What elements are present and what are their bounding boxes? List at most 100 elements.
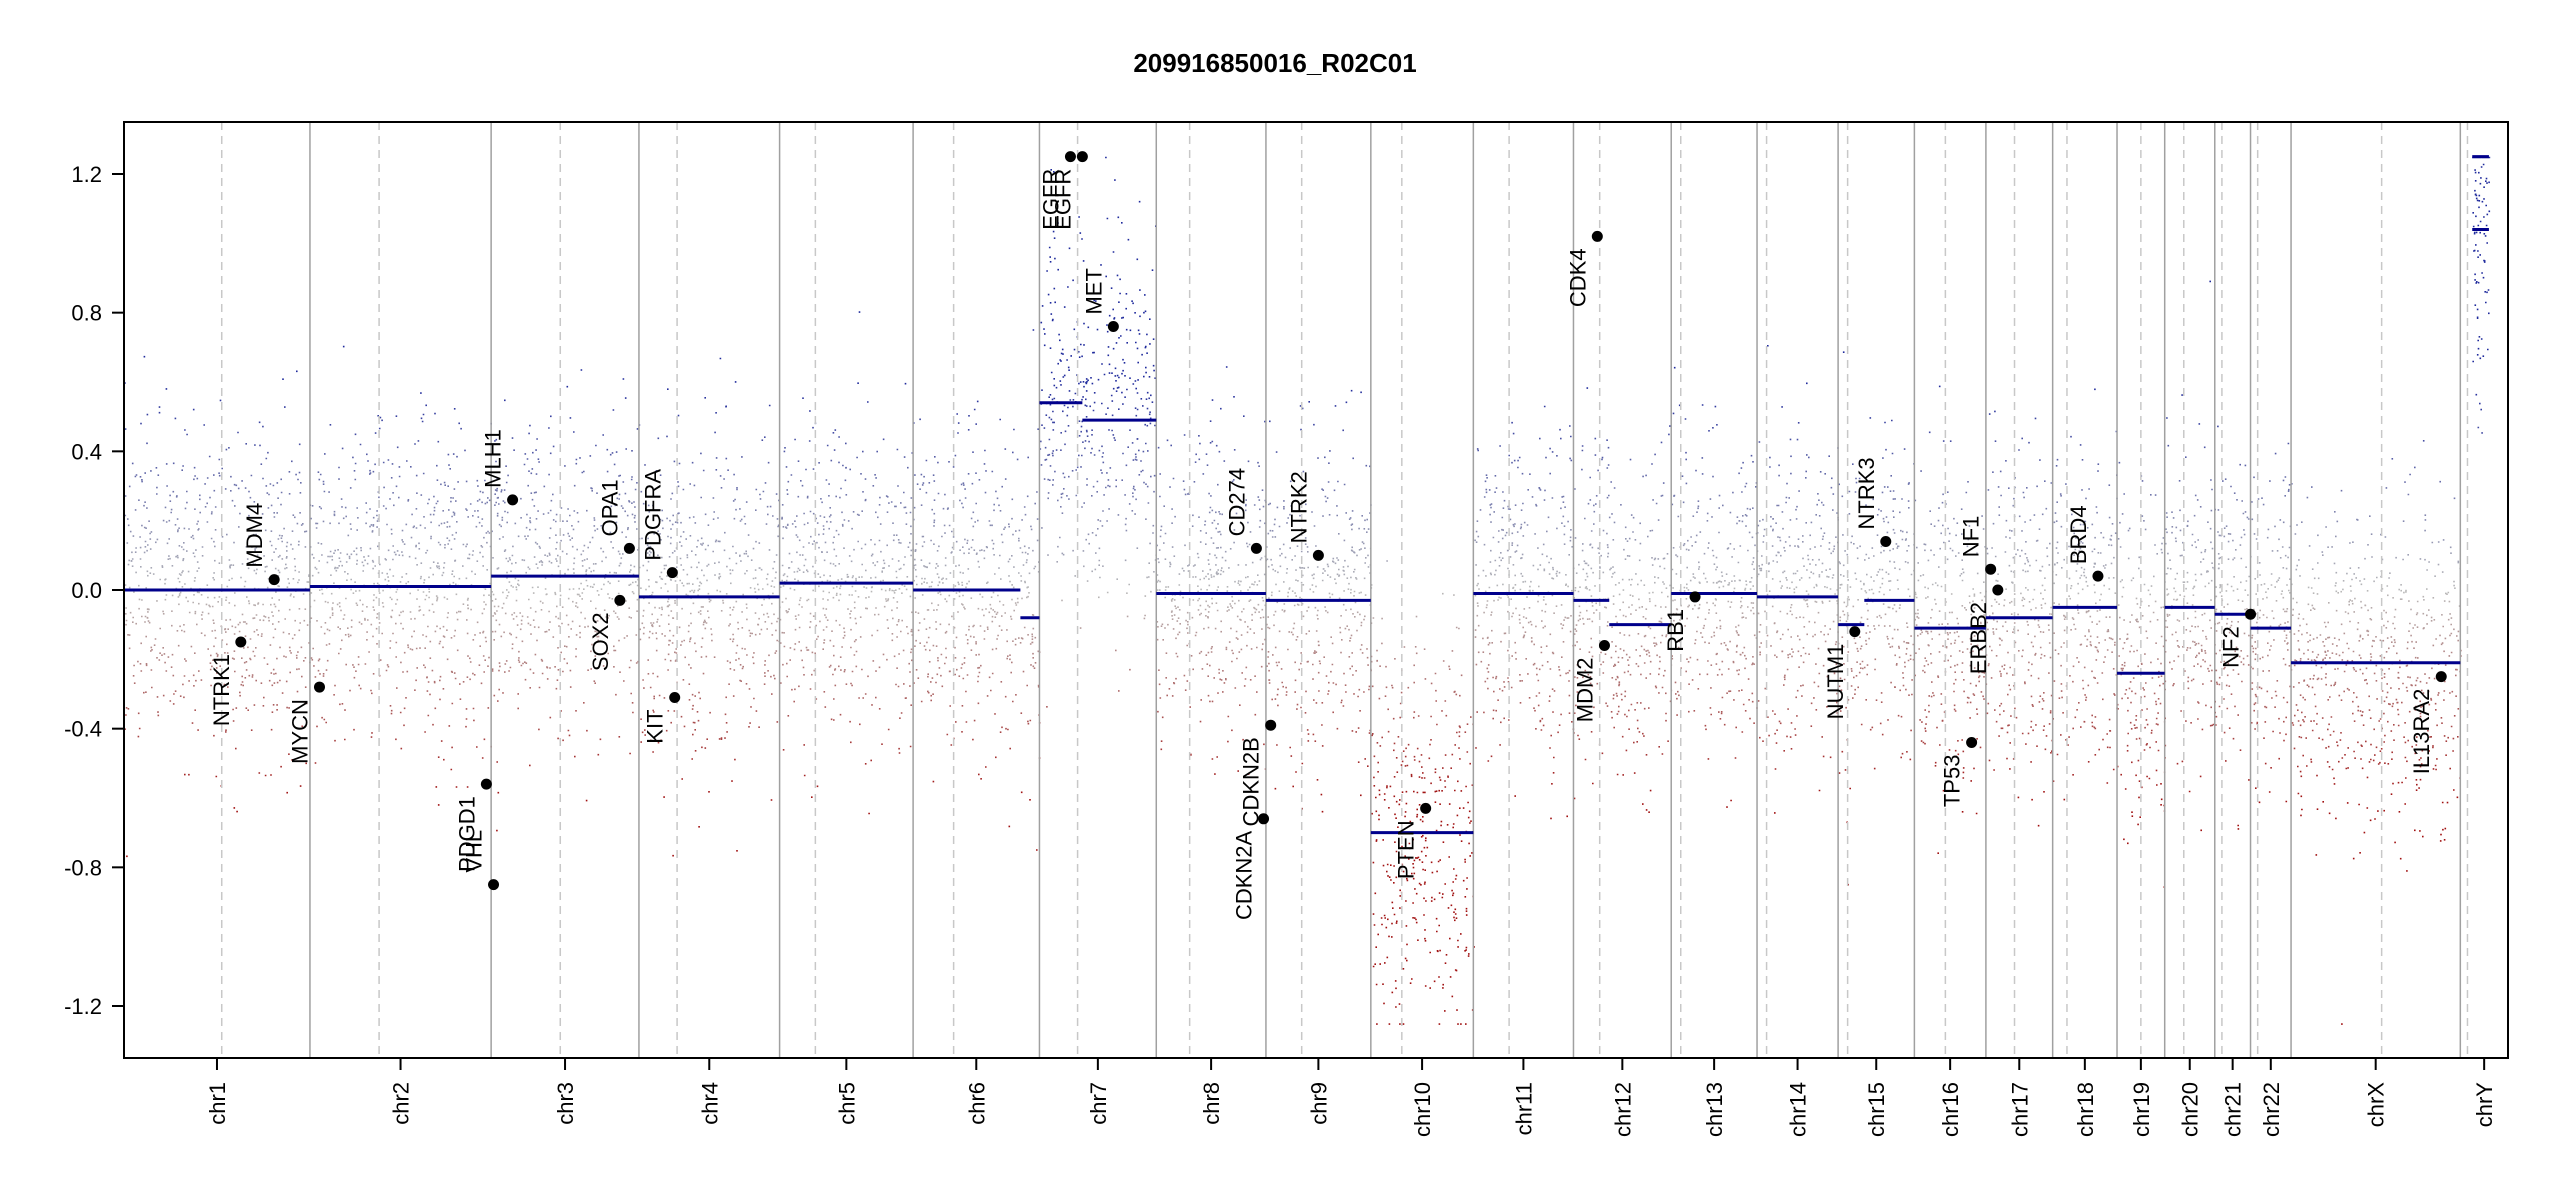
probe-points (151, 686, 2408, 690)
probe-points (139, 662, 2459, 665)
probe-points (215, 667, 2433, 670)
probe-points (680, 715, 2456, 718)
probe-points (197, 728, 2375, 732)
probe-points (276, 481, 2053, 485)
gene-label: PTEN (1394, 820, 1419, 879)
probe-points (129, 529, 2023, 533)
probe-points (870, 759, 2375, 762)
gene-label: ERBB2 (1966, 602, 1991, 674)
gene-point (669, 691, 681, 703)
x-tick-label: chr1 (205, 1082, 230, 1125)
x-tick-label: chr5 (834, 1082, 859, 1125)
probe-points (224, 488, 2290, 491)
y-tick-label: 1.2 (71, 162, 102, 187)
probe-points (165, 462, 2100, 466)
chart-title: 209916850016_R02C01 (1133, 48, 1416, 78)
probe-points (301, 724, 2453, 728)
probe-points (135, 473, 2411, 476)
probe-points (182, 548, 2077, 551)
probe-points (145, 527, 2226, 530)
probe-points (602, 434, 1200, 437)
probe-points (420, 575, 2382, 578)
probe-points (158, 411, 717, 414)
probe-points (244, 676, 2431, 679)
probe-points (125, 619, 2433, 622)
probe-points (1068, 390, 1118, 392)
probe-points (182, 682, 2388, 686)
gene-label: SOX2 (588, 612, 613, 671)
probe-points (802, 397, 804, 399)
gene-label: NUTM1 (1823, 644, 1848, 720)
probe-points (133, 664, 2409, 668)
probe-points (260, 516, 2249, 520)
gene-point (1985, 563, 1997, 575)
probe-points (125, 623, 2416, 627)
probe-points (178, 544, 2311, 548)
probe-points (193, 589, 2407, 593)
probe-points (624, 396, 1126, 399)
probe-points (1060, 384, 1062, 386)
probe-points (281, 539, 2177, 543)
probe-points (146, 548, 2237, 552)
probe-points (867, 400, 1348, 404)
probe-points (251, 509, 2181, 512)
probe-points (140, 422, 2201, 425)
probe-points (241, 680, 2446, 684)
probe-points (186, 501, 1944, 504)
probe-points (1045, 414, 1114, 417)
probe-points (184, 773, 2122, 776)
probe-points (834, 429, 1344, 432)
probe-points (228, 579, 2280, 582)
probe-points (473, 719, 2304, 722)
probe-points (494, 493, 778, 495)
probe-points (291, 758, 2438, 761)
gene-point (1258, 813, 1270, 825)
probe-points (247, 567, 2220, 570)
probe-points (266, 492, 2236, 495)
probe-points (449, 583, 2363, 586)
probe-points (203, 423, 1718, 426)
probe-points (1093, 454, 1808, 456)
probe-points (130, 559, 2038, 562)
probe-points (177, 595, 2425, 599)
probe-points (297, 581, 2242, 584)
probe-points (434, 412, 1675, 415)
y-tick-label: 0.8 (71, 301, 102, 326)
x-tick-label: chr8 (1199, 1082, 1224, 1125)
gene-point (666, 567, 678, 579)
probe-points (881, 743, 2372, 746)
probe-points (141, 524, 2189, 527)
probe-points (1378, 793, 1381, 796)
probe-points (1551, 782, 2394, 785)
probe-points (221, 535, 2337, 538)
gene-point (2092, 570, 2104, 582)
probe-points (515, 586, 2310, 589)
probe-points (401, 529, 2426, 532)
probe-points (1386, 786, 2420, 789)
gene-point (623, 542, 635, 554)
probe-points (809, 410, 811, 412)
probe-points (248, 535, 571, 537)
probe-points (1531, 496, 1563, 498)
probe-points (140, 669, 2357, 673)
probe-points (178, 603, 2350, 606)
probe-points (288, 753, 2376, 756)
probe-points (1041, 388, 1128, 391)
probe-points (298, 579, 2124, 581)
probe-points (455, 531, 2173, 535)
probe-points (143, 551, 2452, 555)
probe-points (1075, 494, 1664, 497)
probe-points (150, 531, 2219, 533)
x-tick-label: chrX (2364, 1082, 2389, 1128)
probe-points (442, 687, 2400, 691)
probe-points (186, 550, 2081, 553)
probe-points (124, 494, 2286, 498)
probe-points (144, 545, 2070, 548)
gene-label: KIT (643, 709, 668, 743)
probe-points (267, 451, 1687, 455)
probe-points (378, 427, 1046, 430)
probe-points (157, 474, 2118, 476)
probe-points (803, 743, 2418, 746)
